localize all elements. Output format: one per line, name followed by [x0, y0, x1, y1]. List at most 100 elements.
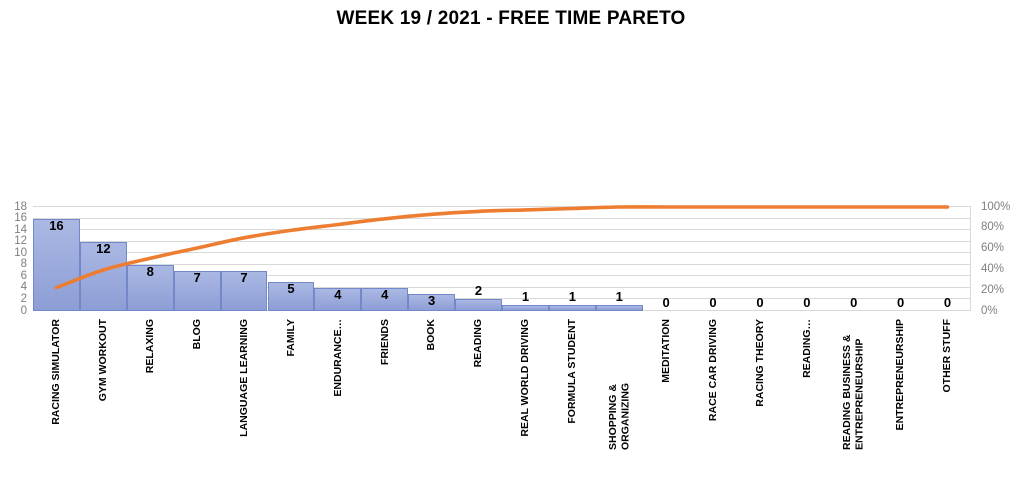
bar: [173, 270, 221, 311]
gridline: [33, 217, 971, 219]
bar-value-label: 1: [615, 289, 623, 305]
bar: [361, 287, 409, 311]
category-slot: LANGUAGE LEARNING: [221, 319, 268, 482]
category-label: BLOG: [190, 319, 203, 350]
bar-value-label: 7: [193, 269, 201, 285]
category-slot: READING…: [784, 319, 831, 482]
category-slot: RACING SIMULATOR: [33, 319, 80, 482]
gridline: [33, 275, 971, 277]
y-axis-tick-label: 4: [20, 281, 27, 294]
bar: [220, 270, 268, 311]
category-slot: REAL WORLD DRIVING: [502, 319, 549, 482]
bar-value-label: 16: [49, 217, 64, 233]
category-label: SHOPPING & ORGANIZING: [606, 382, 632, 450]
pct-axis-tick-label: 80%: [981, 221, 1005, 234]
bar: [455, 299, 502, 311]
category-label: GYM WORKOUT: [97, 319, 110, 402]
y-axis-tick-label: 18: [14, 200, 27, 213]
gridline: [33, 298, 971, 300]
bar: [126, 264, 174, 311]
bar: [548, 305, 596, 311]
bar-value-label: 8: [146, 263, 154, 279]
category-slot: BOOK: [408, 319, 455, 482]
category-slot: FORMULA STUDENT: [549, 319, 596, 482]
bar: [79, 241, 127, 311]
y-axis-tick-label: 10: [14, 246, 27, 259]
category-label: READING BUSINESS & ENTREPRENEURSHIP: [841, 334, 866, 450]
category-slot: BLOG: [174, 319, 221, 482]
cumulative-line-path: [54, 205, 950, 290]
y-axis-tick-label: 14: [14, 223, 27, 236]
y-axis-tick-label: 16: [14, 212, 27, 225]
bar-value-label: 4: [334, 286, 342, 302]
pct-axis-tick-label: 100%: [981, 200, 1011, 213]
pct-axis-tick-label: 40%: [981, 262, 1005, 275]
category-slot: READING: [455, 319, 502, 482]
bar-value-label: 0: [756, 295, 764, 310]
bar-value-label: 7: [240, 269, 248, 285]
cumulative-line: [54, 205, 950, 290]
category-slot: RELAXING: [127, 319, 174, 482]
category-label: READING: [472, 319, 485, 368]
bar-value-label: 0: [662, 295, 670, 310]
bar-value-label: 0: [709, 295, 717, 310]
bar-value-label: 4: [381, 286, 389, 302]
bar-value-label: 0: [943, 295, 952, 310]
category-label: FAMILY: [284, 319, 297, 357]
category-slot: RACE CAR DRIVING: [690, 319, 737, 482]
bar: [595, 305, 643, 311]
bar-value-label: 1: [521, 289, 530, 305]
gridline: [33, 240, 971, 242]
gridline: [33, 252, 971, 254]
category-label: FORMULA STUDENT: [566, 319, 579, 424]
secondary-axis-line: [970, 207, 971, 311]
gridline: [33, 206, 971, 207]
pct-axis-tick-label: 60%: [981, 242, 1005, 255]
category-label: REAL WORLD DRIVING: [519, 319, 532, 437]
y-axis-tick-label: 8: [20, 258, 27, 271]
bar-value-label: 2: [474, 283, 483, 299]
y-axis-tick-label: 6: [20, 269, 27, 282]
bar-value-label: 3: [428, 292, 436, 308]
bar: [314, 287, 362, 311]
category-slot: ENDURANCE…: [314, 319, 361, 482]
category-label: RACING SIMULATOR: [50, 319, 63, 425]
category-label: ENDURANCE…: [331, 319, 344, 397]
category-slot: SHOPPING & ORGANIZING: [596, 319, 643, 482]
gridline: [33, 263, 971, 265]
category-label: RACE CAR DRIVING: [706, 319, 719, 422]
category-label: READING…: [800, 319, 813, 378]
category-slot: MEDITATION: [643, 319, 690, 482]
category-label: ENTREPRENEURSHIP: [894, 319, 907, 431]
category-label: RACING THEORY: [753, 319, 766, 407]
bar-value-label: 0: [897, 295, 905, 310]
category-label: LANGUAGE LEARNING: [237, 319, 250, 437]
category-slot: OTHER STUFF: [924, 319, 971, 482]
bar-value-label: 0: [850, 295, 858, 310]
chart-title: WEEK 19 / 2021 - FREE TIME PARETO: [336, 8, 686, 29]
y-axis-tick-label: 12: [14, 235, 27, 248]
bar: [502, 305, 549, 311]
category-slot: FRIENDS: [361, 319, 408, 482]
category-label: FRIENDS: [378, 319, 391, 366]
pct-axis-tick-label: 20%: [981, 283, 1005, 296]
category-slot: FAMILY: [268, 319, 315, 482]
bar-value-label: 1: [568, 289, 576, 305]
bar: [408, 293, 456, 311]
category-axis: RACING SIMULATOR GYM WORKOUT RELAXING BLOG L…: [33, 319, 971, 482]
category-slot: READING BUSINESS & ENTREPRENEURSHIP: [830, 319, 877, 482]
category-slot: GYM WORKOUT: [80, 319, 127, 482]
bar-value-label: 0: [803, 295, 811, 310]
category-label: BOOK: [425, 319, 438, 351]
bar: [33, 218, 80, 311]
category-label: RELAXING: [143, 319, 156, 374]
category-slot: RACING THEORY: [737, 319, 784, 482]
pct-axis-tick-label: 0%: [981, 304, 998, 317]
category-label: MEDITATION: [659, 319, 672, 383]
bar-value-label: 5: [287, 281, 295, 297]
y-axis-tick-label: 0: [20, 304, 27, 317]
category-slot: ENTREPRENEURSHIP: [877, 319, 924, 482]
y-axis-tick-label: 2: [20, 292, 27, 305]
bar-value-label: 12: [96, 240, 111, 256]
